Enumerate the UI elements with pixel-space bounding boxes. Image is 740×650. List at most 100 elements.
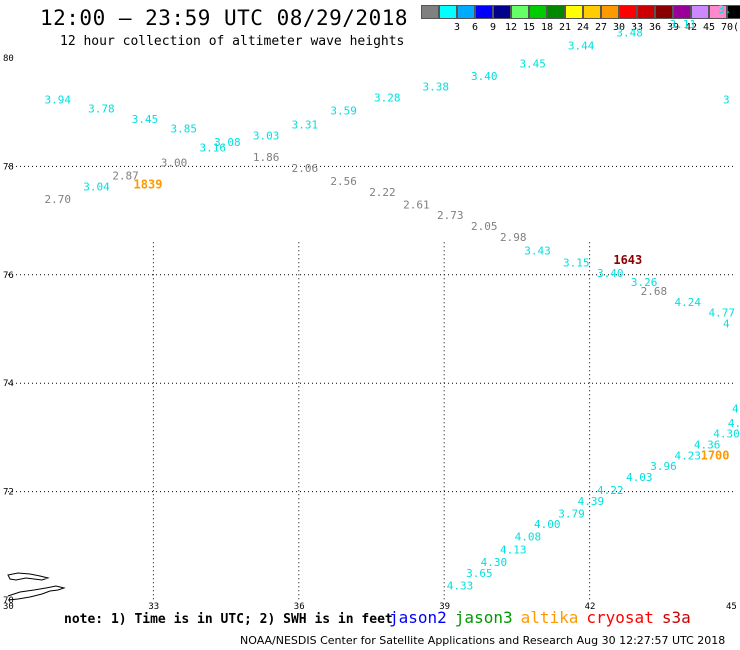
scale-swatch <box>673 5 691 19</box>
lat-tick-label: 72 <box>3 488 14 498</box>
wave-height-value: 3.00 <box>161 157 188 170</box>
scale-label: 18 <box>540 22 554 33</box>
wave-height-value: 3.28 <box>374 92 401 105</box>
coastline <box>7 572 66 601</box>
lat-tick-label: 74 <box>3 379 14 389</box>
legend-entry: cryosat <box>586 608 654 627</box>
scale-label: 24 <box>576 22 590 33</box>
satellite-legend: jason2 jason3 altika cryosat s3a <box>389 608 699 627</box>
footer-credit: NOAA/NESDIS Center for Satellite Applica… <box>240 634 726 647</box>
wave-height-value: 2.22 <box>369 186 396 199</box>
legend-entry: jason3 <box>454 608 513 627</box>
wave-height-value: 3.59 <box>330 105 357 118</box>
wave-height-value: 3. <box>718 3 731 16</box>
scale-swatch <box>637 5 655 19</box>
wave-height-value: 3.38 <box>423 81 450 94</box>
wave-height-value: 3.16 <box>200 141 227 154</box>
wave-height-value: 2.68 <box>641 285 668 298</box>
wave-height-value: 4.30 <box>713 428 740 441</box>
coastline-mainland <box>7 585 66 601</box>
wave-height-value: 3.08 <box>214 136 241 149</box>
wave-height-value: 3.40 <box>471 70 498 83</box>
scale-label: 33 <box>630 22 644 33</box>
scale-swatch <box>727 5 740 19</box>
wave-height-value: 3.45 <box>132 113 159 126</box>
wave-height-value: 4 <box>723 318 730 331</box>
scale-swatch <box>547 5 565 19</box>
wave-height-value: 4.72 <box>728 417 740 430</box>
scale-unit: (ft) <box>733 22 740 33</box>
wave-height-value: 4.24 <box>675 296 702 309</box>
scale-label: 9 <box>489 22 497 33</box>
wave-height-value: 3.26 <box>631 276 658 289</box>
pass-time-label: 1643 <box>613 253 642 267</box>
scale-label: 36 <box>648 22 662 33</box>
scale-swatch <box>475 5 493 19</box>
wave-height-value: 4.13 <box>500 544 527 557</box>
wave-height-value: 3.44 <box>568 40 595 53</box>
scale-swatch <box>691 5 709 19</box>
wave-height-value: 4.23 <box>675 449 702 462</box>
wave-height-value: 4.22 <box>597 484 624 497</box>
wave-height-value: 2.06 <box>292 162 319 175</box>
wave-height-value: 2.70 <box>44 193 71 206</box>
scale-swatch <box>601 5 619 19</box>
scale-label: 42 <box>684 22 698 33</box>
scale-label: 21 <box>558 22 572 33</box>
wave-height-value: 3.85 <box>170 122 197 135</box>
scale-label: 12 <box>504 22 518 33</box>
map-grid: 70 72 74 76 78 80 30 33 36 39 42 45 <box>3 54 737 612</box>
scale-swatch <box>583 5 601 19</box>
legend-entry: s3a <box>661 608 691 627</box>
scale-label: 15 <box>522 22 536 33</box>
note-text: note: 1) Time is in UTC; 2) SWH is in fe… <box>64 612 393 627</box>
scale-label: 27 <box>594 22 608 33</box>
wave-height-value: 4.36 <box>694 438 721 451</box>
scale-label: 6 <box>471 22 479 33</box>
lon-tick-label: 42 <box>585 602 596 612</box>
lat-tick-label: 80 <box>3 54 14 64</box>
wave-height-value: 4.30 <box>481 556 508 569</box>
wave-height-value: 3.94 <box>44 94 71 107</box>
lat-tick-label: 76 <box>3 271 14 281</box>
lon-tick-label: 36 <box>294 602 305 612</box>
coastline-island <box>7 572 50 581</box>
map-title: 12:00 – 23:59 UTC 08/29/2018 <box>40 6 409 30</box>
wave-height-value: 4 <box>732 403 739 416</box>
wave-height-value: 4.77 <box>708 307 735 320</box>
scale-swatch <box>655 5 673 19</box>
wave-height-value: 3.04 <box>83 180 110 193</box>
wave-height-value: 4.39 <box>578 495 605 508</box>
wave-height-value: 2.61 <box>403 198 430 211</box>
wave-height-value: 3.45 <box>519 57 546 70</box>
lon-tick-label: 30 <box>3 602 14 612</box>
scale-label: 45 <box>702 22 716 33</box>
lat-tick-label: 70 <box>3 596 14 606</box>
wave-height-value: 3.40 <box>597 267 624 280</box>
lon-tick-label: 33 <box>148 602 159 612</box>
wave-height-value: 2.87 <box>112 170 139 183</box>
legend-entry: altika <box>520 608 579 627</box>
scale-label: 3 <box>453 22 461 33</box>
wave-height-value: 3.43 <box>524 244 551 257</box>
scale-swatch <box>421 5 439 19</box>
scale-swatch <box>493 5 511 19</box>
lat-tick-label: 78 <box>3 162 14 172</box>
wave-height-value: 3.96 <box>650 460 677 473</box>
wave-height-value: 3.15 <box>563 256 590 269</box>
scale-swatch <box>565 5 583 19</box>
map-subtitle: 12 hour collection of altimeter wave hei… <box>60 34 405 49</box>
scale-label: 30 <box>612 22 626 33</box>
wave-height-value: 3.31 <box>292 119 319 132</box>
wave-height-value: 2.73 <box>437 209 464 222</box>
scale-swatch <box>457 5 475 19</box>
lon-tick-label: 45 <box>726 602 737 612</box>
wave-height-value: 2.56 <box>330 175 357 188</box>
wave-height-value: 3.48 <box>616 27 643 40</box>
scale-swatch <box>619 5 637 19</box>
wave-height-value: 3.11 <box>670 18 697 31</box>
wave-height-value: 3.65 <box>466 567 493 580</box>
wave-height-value: 3 <box>723 94 730 107</box>
lon-tick-label: 39 <box>439 602 450 612</box>
scale-label: 39 <box>666 22 680 33</box>
